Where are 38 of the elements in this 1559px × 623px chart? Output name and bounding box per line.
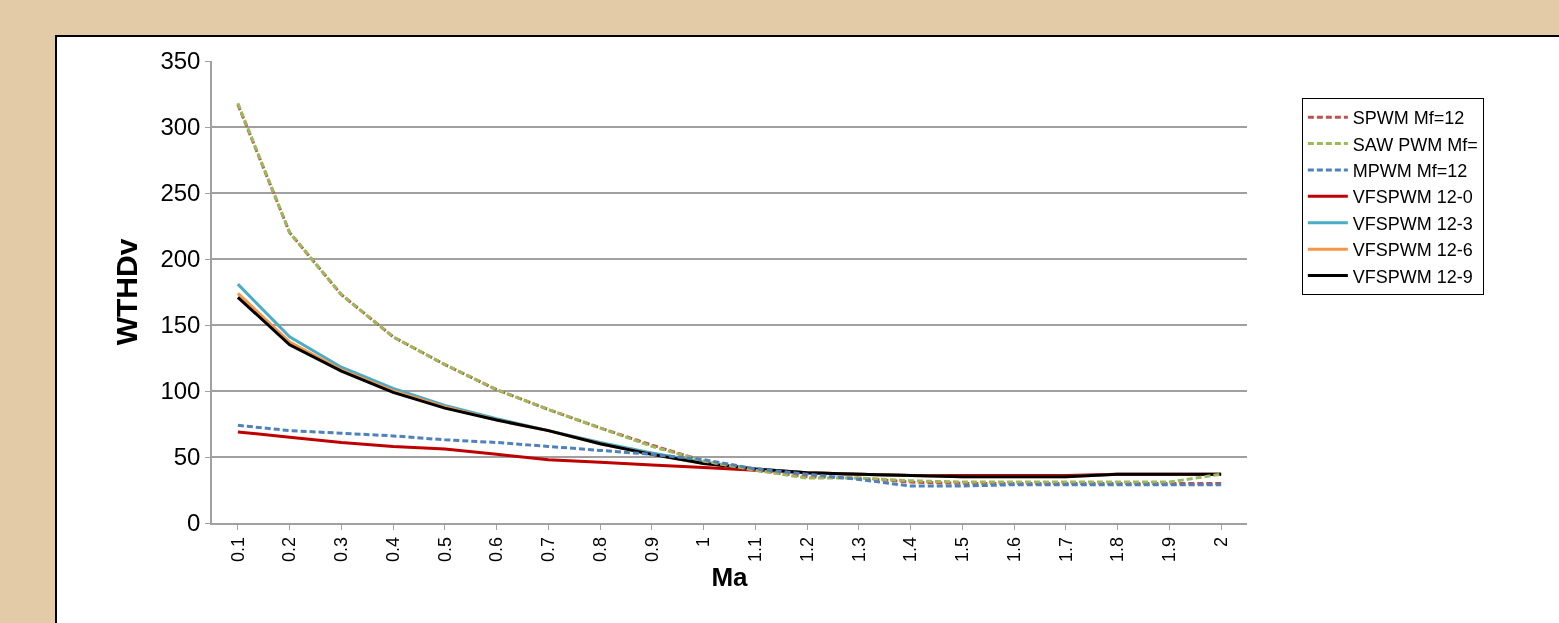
legend-label: SPWM Mf=12 bbox=[1352, 108, 1465, 129]
x-tick-label: 1.9 bbox=[1159, 536, 1180, 562]
x-tick-label: 0.3 bbox=[331, 536, 352, 562]
x-tick-label: 0.8 bbox=[589, 536, 610, 562]
y-tick-label: 50 bbox=[173, 443, 201, 471]
line-series bbox=[236, 423, 1223, 488]
x-tick-label: 1.4 bbox=[900, 536, 921, 562]
x-tick-label: 2 bbox=[1210, 536, 1231, 547]
y-tick-label: 0 bbox=[187, 509, 201, 537]
legend-label: VFSPWM 12-9 bbox=[1352, 266, 1473, 287]
y-tick-label: 300 bbox=[160, 113, 201, 141]
legend-label: VFSPWM 12-6 bbox=[1352, 240, 1473, 261]
x-tick-label: 1.7 bbox=[1055, 536, 1076, 562]
y-tick-label: 150 bbox=[160, 311, 201, 339]
x-tick-label: 0.2 bbox=[279, 536, 300, 562]
legend-label: VFSPWM 12-0 bbox=[1352, 187, 1473, 208]
x-tick-label: 0.5 bbox=[434, 536, 455, 562]
x-tick-label: 0.7 bbox=[538, 536, 559, 562]
x-tick-label: 0.4 bbox=[382, 536, 403, 562]
x-tick-label: 1.3 bbox=[848, 536, 869, 562]
legend-label: VFSPWM 12-3 bbox=[1352, 213, 1473, 234]
x-tick-label: 1.2 bbox=[796, 536, 817, 562]
x-tick-label: 0.1 bbox=[227, 536, 248, 562]
x-tick-label: 1.5 bbox=[952, 536, 973, 562]
y-tick-label: 100 bbox=[160, 377, 201, 405]
x-tick-label: 0.6 bbox=[486, 536, 507, 562]
x-axis-title: Ma bbox=[711, 561, 749, 592]
x-tick-label: 1.8 bbox=[1107, 536, 1128, 562]
y-tick-label: 350 bbox=[160, 47, 201, 75]
y-tick-label: 250 bbox=[160, 179, 201, 207]
x-tick-label: 1.6 bbox=[1003, 536, 1024, 562]
x-tick-label: 0.9 bbox=[641, 536, 662, 562]
legend-label: SAW PWM Mf= bbox=[1352, 134, 1478, 155]
y-axis-title: WTHDv bbox=[109, 238, 143, 346]
x-tick-label: 1.1 bbox=[745, 536, 766, 562]
x-tick-label: 1 bbox=[693, 536, 714, 547]
y-tick-label: 200 bbox=[160, 245, 201, 273]
legend-label: MPWM Mf=12 bbox=[1352, 160, 1468, 181]
